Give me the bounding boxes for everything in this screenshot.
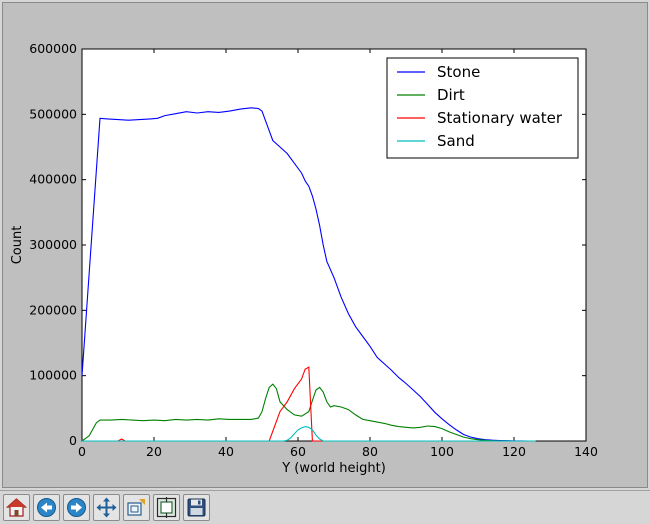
figure-canvas: 0 20 40 60 80 100 120 140 0 100000 200000 300000 400… [2,2,648,488]
legend-label-sand: Sand [437,132,475,150]
zoom-rect-icon [127,499,145,516]
navigation-toolbar [0,490,650,524]
subplots-icon [156,497,177,518]
series-line-stone [81,107,536,442]
x-tick-label: 80 [362,444,378,459]
home-icon [6,498,27,517]
x-tick-label: 100 [430,444,454,459]
legend-label-stationary-water: Stationary water [437,109,563,127]
arrow-right-icon [67,498,86,517]
y-tick-label: 500000 [29,106,77,121]
ticks-group: 0 20 40 60 80 100 120 140 0 100000 200000 300000 400… [29,41,598,459]
x-tick-label: 140 [574,444,598,459]
y-tick-label: 100000 [29,368,77,383]
y-axis-label: Count [10,226,25,265]
x-tick-label: 40 [218,444,234,459]
legend-label-dirt: Dirt [437,86,465,104]
pan-button[interactable] [93,494,120,521]
y-tick-label: 600000 [29,41,77,56]
home-button[interactable] [3,494,30,521]
series-line-sand [82,426,536,442]
legend-label-stone: Stone [437,63,480,81]
series-lines-group [81,107,536,442]
line-chart: 0 20 40 60 80 100 120 140 0 100000 200000 300000 400… [10,41,598,476]
move-icon [96,497,117,518]
series-line-stationary-water [82,366,536,442]
save-button[interactable] [183,494,210,521]
forward-button[interactable] [63,494,90,521]
y-tick-label: 300000 [29,237,77,252]
y-tick-label: 200000 [29,302,77,317]
x-tick-label: 20 [146,444,162,459]
x-axis-label: Y (world height) [281,461,386,476]
y-tick-label: 0 [69,433,77,448]
legend: Stone Dirt Stationary water Sand [386,57,579,159]
x-tick-label: 60 [290,444,306,459]
zoom-button[interactable] [123,494,150,521]
subplots-button[interactable] [153,494,180,521]
back-button[interactable] [33,494,60,521]
series-line-dirt [81,383,536,442]
x-tick-label: 0 [78,444,86,459]
x-tick-label: 120 [502,444,526,459]
y-tick-label: 400000 [29,172,77,187]
floppy-disk-icon [187,498,206,517]
legend-box [386,57,579,159]
arrow-left-icon [37,498,56,517]
